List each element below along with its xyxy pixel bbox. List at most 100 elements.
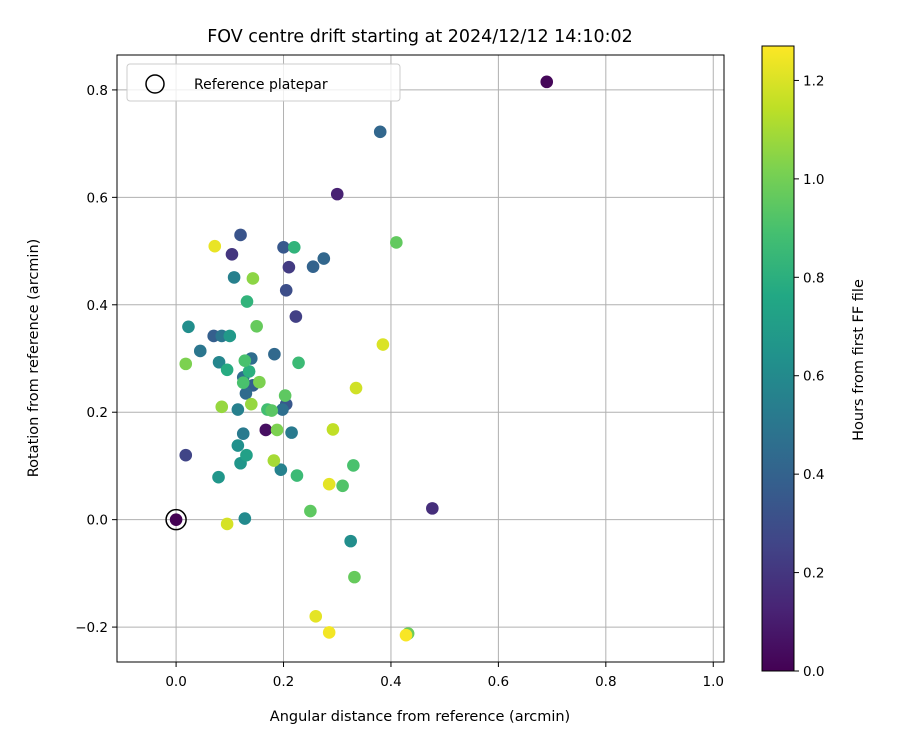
scatter-point [399, 628, 413, 642]
scatter-point [265, 404, 279, 417]
scatter-point [250, 319, 263, 333]
scatter-point [239, 387, 253, 400]
y-tick-label: 0.8 [87, 83, 108, 99]
scatter-point [322, 477, 336, 491]
scatter-point [390, 236, 403, 249]
scatter-point [259, 423, 273, 437]
scatter-point [227, 271, 241, 284]
scatter-point [234, 228, 247, 242]
scatter-point [220, 517, 234, 531]
x-tick-label: 0.2 [273, 674, 294, 690]
x-tick-label: 0.6 [488, 674, 509, 690]
scatter-point [282, 260, 296, 274]
y-tick-label: 0.2 [87, 405, 108, 421]
scatter-point [344, 534, 357, 548]
grid [117, 55, 724, 662]
x-tick-label: 0.8 [595, 674, 616, 690]
scatter-point [326, 423, 340, 436]
scatter-point [267, 454, 281, 467]
scatter-point [220, 363, 234, 377]
y-tick-label: 0.4 [87, 298, 108, 314]
x-axis-label: Angular distance from reference (arcmin) [270, 709, 570, 725]
y-tick-label: 0.6 [87, 190, 108, 206]
scatter-point [306, 260, 320, 273]
colorbar-tick-label: 0.6 [803, 369, 824, 385]
scatter-point [336, 479, 349, 493]
scatter-point [253, 375, 266, 389]
colorbar-tick-label: 0.2 [803, 566, 824, 582]
reference-marker [165, 508, 187, 531]
y-axis-label: Rotation from reference (arcmin) [26, 239, 42, 478]
scatter-point [347, 459, 360, 472]
scatter-point [285, 426, 298, 439]
scatter-point [540, 75, 554, 89]
scatter-point [223, 329, 237, 343]
scatter-point [169, 513, 183, 526]
scatter-point [376, 338, 390, 351]
scatter-point [309, 610, 323, 623]
x-tick-label: 0.4 [380, 674, 401, 690]
scatter-point [231, 439, 245, 452]
x-axis-ticks: 0.0 0.2 0.4 0.6 0.8 1.0 [165, 662, 724, 690]
legend-label: Reference platepar [194, 77, 328, 93]
scatter-point [330, 187, 344, 201]
y-axis-ticks: −0.2 0.0 0.2 0.4 0.6 0.8 [75, 83, 117, 636]
scatter-point [270, 423, 284, 437]
scatter-point [290, 469, 304, 482]
scatter-point [287, 241, 301, 254]
x-tick-label: 0.0 [165, 674, 186, 690]
scatter-point [276, 403, 289, 416]
reference-platepar-marker [165, 508, 187, 531]
legend-box [126, 63, 401, 102]
colorbar-ticks: 0.0 0.2 0.4 0.6 0.8 1.0 1.2 [794, 73, 824, 680]
scatter-point [231, 403, 245, 416]
legend: Reference platepar [126, 63, 401, 102]
plot-frame [116, 54, 725, 663]
scatter-point [240, 295, 254, 308]
scatter-point [426, 502, 439, 515]
scatter-point [236, 427, 250, 441]
scatter-point [240, 448, 253, 462]
y-tick-label: 0.0 [87, 513, 108, 529]
scatter-point [304, 504, 317, 518]
scatter-point [348, 570, 361, 584]
scatter-point [242, 365, 256, 378]
scatter-points [169, 75, 554, 642]
scatter-point [244, 397, 258, 411]
scatter-point [373, 125, 387, 139]
scatter-point [238, 354, 252, 367]
scatter-point [292, 356, 305, 370]
y-tick-label: −0.2 [75, 620, 108, 636]
scatter-point [208, 239, 222, 253]
scatter-point [322, 626, 336, 639]
scatter-point [278, 389, 292, 402]
scatter-point [179, 357, 193, 371]
scatter-point [236, 376, 250, 389]
scatter-point [317, 252, 331, 265]
scatter-point [193, 344, 207, 358]
scatter-point [212, 470, 225, 484]
colorbar-tick-label: 0.8 [803, 270, 824, 286]
scatter-point [179, 448, 193, 462]
colorbar: 0.0 0.2 0.4 0.6 0.8 1.0 1.2 Hours from first F… [761, 45, 867, 680]
scatter-point [182, 320, 195, 334]
scatter-point [289, 310, 303, 323]
scatter-point [212, 355, 226, 369]
colorbar-tick-label: 1.2 [803, 73, 824, 89]
colorbar-tick-label: 1.0 [803, 172, 824, 188]
scatter-point [279, 283, 293, 297]
scatter-point [277, 241, 290, 254]
colorbar-gradient [761, 45, 795, 672]
scatter-point [246, 272, 260, 285]
scatter-point [349, 381, 363, 395]
scatter-point [268, 347, 281, 361]
scatter-point [215, 400, 229, 414]
colorbar-tick-label: 0.4 [803, 467, 824, 483]
legend-marker [145, 74, 165, 94]
chart-title: FOV centre drift starting at 2024/12/12 … [207, 27, 633, 47]
x-tick-label: 1.0 [703, 674, 724, 690]
scatter-point [238, 512, 252, 525]
scatter-point [274, 463, 288, 476]
scatter-point [225, 247, 239, 261]
